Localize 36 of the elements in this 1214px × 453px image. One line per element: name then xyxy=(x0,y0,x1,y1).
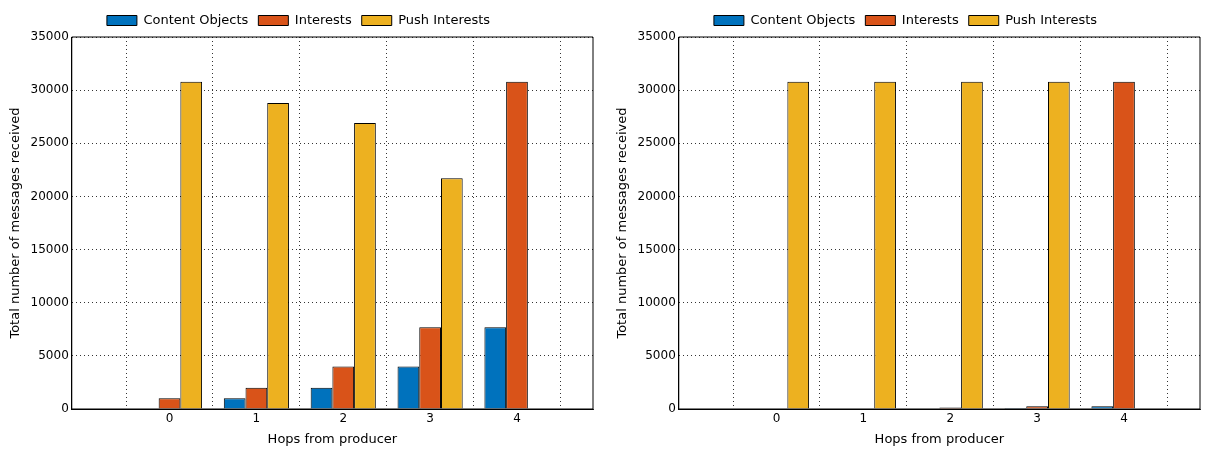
x-tick-label: 2 xyxy=(339,411,348,426)
y-tick-label: 5000 xyxy=(645,347,676,362)
y-axis-title: Total number of messages received xyxy=(7,107,23,340)
legend-label: Push Interests xyxy=(1005,11,1098,27)
x-tick-label: 1 xyxy=(859,411,868,426)
legend-label: Content Objects xyxy=(143,11,249,27)
x-tick-label: 3 xyxy=(1033,411,1041,426)
y-tick-label: 20000 xyxy=(30,188,69,203)
x-tick-label: 4 xyxy=(513,411,521,426)
y-tick-label: 15000 xyxy=(637,241,676,256)
x-axis-title: Hops from producer xyxy=(874,430,1005,446)
x-tick-label: 0 xyxy=(165,411,174,426)
y-tick-label: 30000 xyxy=(30,82,69,97)
y-tick-label: 15000 xyxy=(30,241,69,256)
y-tick-label: 25000 xyxy=(637,135,676,150)
y-tick-label: 0 xyxy=(61,401,69,416)
x-axis-title: Hops from producer xyxy=(267,430,398,446)
y-tick-label: 5000 xyxy=(38,347,69,362)
x-tick-label: 3 xyxy=(426,411,434,426)
y-tick-label: 10000 xyxy=(30,294,69,309)
x-tick-label: 1 xyxy=(252,411,261,426)
legend-label: Interests xyxy=(901,11,959,27)
x-tick-label: 2 xyxy=(946,411,955,426)
x-tick-label: 0 xyxy=(772,411,781,426)
legend-label: Content Objects xyxy=(750,11,856,27)
y-tick-label: 30000 xyxy=(637,82,676,97)
y-tick-label: 20000 xyxy=(637,188,676,203)
y-tick-label: 10000 xyxy=(637,294,676,309)
y-tick-label: 35000 xyxy=(637,29,676,44)
x-tick-label: 4 xyxy=(1120,411,1128,426)
y-tick-label: 25000 xyxy=(30,135,69,150)
legend-label: Push Interests xyxy=(398,11,491,27)
y-axis-title: Total number of messages received xyxy=(614,107,630,340)
y-tick-label: 0 xyxy=(668,401,676,416)
legend-label: Interests xyxy=(294,11,352,27)
y-tick-label: 35000 xyxy=(30,29,69,44)
